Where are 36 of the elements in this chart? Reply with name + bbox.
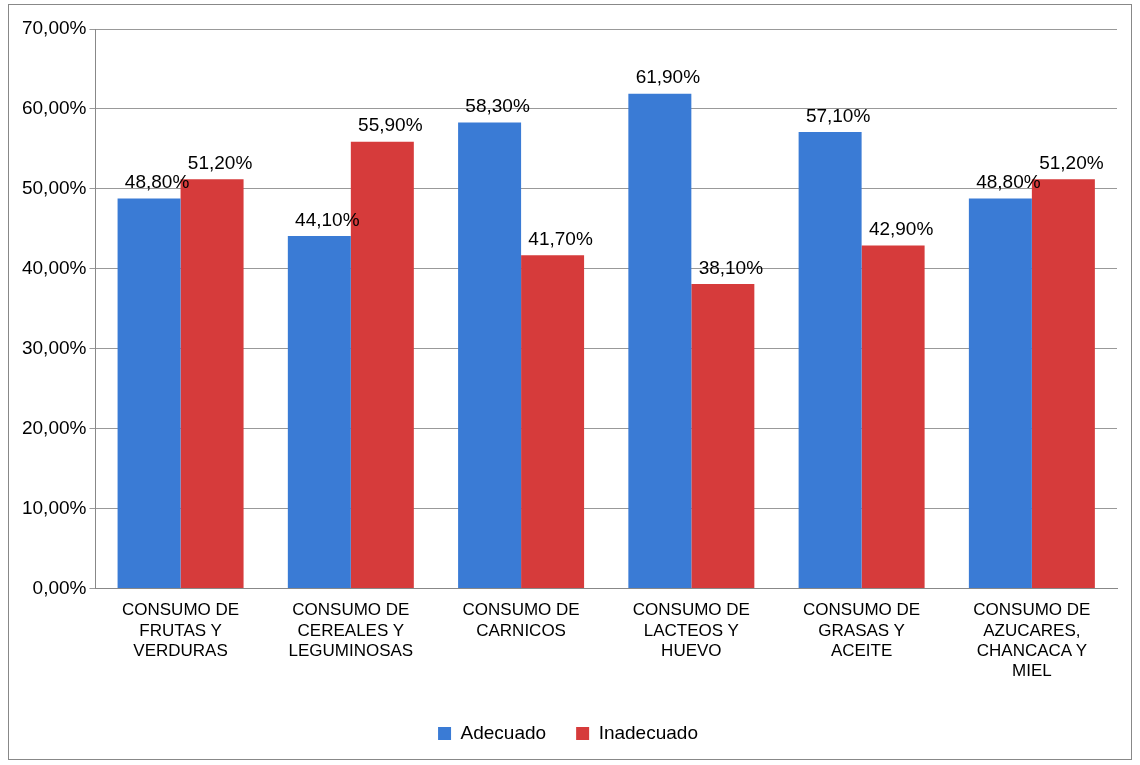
bar bbox=[117, 198, 181, 588]
y-tick-label: 60,00% bbox=[21, 97, 87, 119]
x-tick-label: CONSUMO DE CARNICOS bbox=[462, 600, 580, 640]
legend-label: Adecuado bbox=[460, 721, 547, 743]
data-label: 51,20% bbox=[1039, 151, 1104, 173]
bar bbox=[691, 283, 755, 588]
data-label: 58,30% bbox=[465, 95, 530, 117]
legend-label: Inadecuado bbox=[598, 721, 698, 743]
y-tick-label: 0,00% bbox=[32, 576, 87, 598]
y-tick-label: 40,00% bbox=[21, 256, 87, 278]
y-tick-label: 10,00% bbox=[21, 496, 87, 518]
data-label: 57,10% bbox=[805, 104, 871, 126]
bar bbox=[287, 235, 351, 588]
bar bbox=[968, 198, 1032, 588]
data-label: 48,80% bbox=[976, 171, 1041, 193]
y-tick-label: 20,00% bbox=[21, 416, 87, 438]
data-label: 41,70% bbox=[528, 227, 593, 249]
x-tick-label: CONSUMO DE AZUCARES, CHANCACA Y MIEL bbox=[973, 600, 1091, 681]
data-label: 61,90% bbox=[635, 66, 701, 88]
x-tick-label: CONSUMO DE CEREALES Y LEGUMINOSAS bbox=[288, 600, 414, 661]
bar bbox=[458, 122, 522, 588]
data-label: 51,20% bbox=[187, 151, 253, 173]
y-tick-label: 70,00% bbox=[21, 17, 87, 39]
data-label: 48,80% bbox=[124, 171, 190, 193]
bar bbox=[628, 93, 692, 588]
bar bbox=[861, 245, 925, 588]
data-label: 42,90% bbox=[868, 218, 934, 240]
bar bbox=[798, 132, 862, 588]
bar bbox=[521, 255, 585, 588]
data-label: 38,10% bbox=[698, 256, 764, 278]
data-label: 55,90% bbox=[358, 114, 423, 136]
y-tick-label: 30,00% bbox=[21, 336, 87, 358]
x-tick-label: CONSUMO DE GRASAS Y ACEITE bbox=[803, 600, 921, 661]
y-tick-label: 50,00% bbox=[21, 177, 87, 199]
x-tick-label: CONSUMO DE LACTEOS Y HUEVO bbox=[632, 600, 750, 661]
x-tick-label: CONSUMO DE FRUTAS Y VERDURAS bbox=[122, 600, 240, 661]
